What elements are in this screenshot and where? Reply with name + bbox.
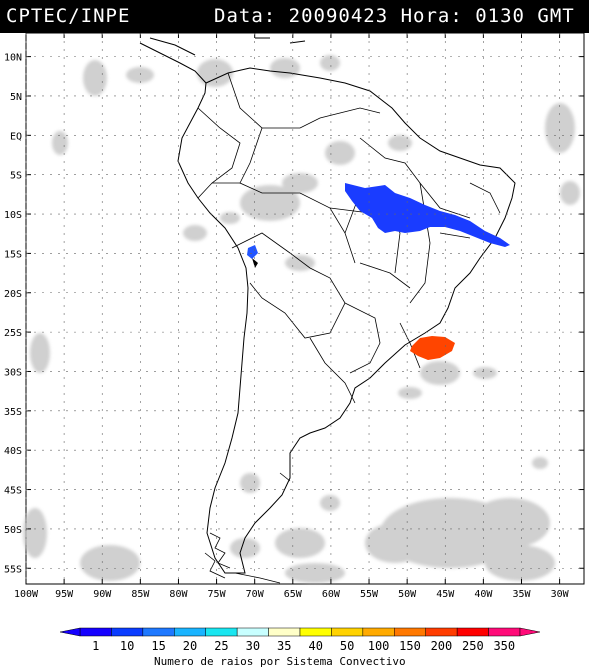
legend-label: 50 (340, 639, 354, 653)
lake-titicaca (252, 258, 258, 268)
lon-tick-label: 40W (474, 589, 493, 600)
lat-tick-label: 50S (4, 525, 22, 536)
map-frame (25, 33, 585, 585)
lon-tick-label: 95W (55, 589, 74, 600)
legend-swatch (205, 627, 238, 637)
lat-tick-label: 5S (10, 171, 22, 182)
lon-tick-label: 100W (14, 589, 39, 600)
lat-tick-label: 10S (4, 210, 22, 221)
lat-tick-label: 25S (4, 328, 22, 339)
legend-label: 10 (120, 639, 134, 653)
legend-swatch (174, 627, 206, 637)
lon-tick-label: 55W (360, 589, 379, 600)
legend-label: 1 (92, 639, 99, 653)
continent-outline (139, 37, 516, 574)
lon-tick-label: 80W (169, 589, 188, 600)
longitude-axis: 100W 95W 90W 85W 80W 75W 70W 65W 60W 55W 50W 45W 40W… (14, 33, 570, 600)
legend-swatch (268, 627, 301, 637)
legend-label: 100 (368, 639, 390, 653)
legend-colorbar: 1 10 15 20 25 30 35 40 50 100 150 200 250 350 (59, 627, 541, 653)
legend-label: 250 (462, 639, 484, 653)
legend-swatch (236, 627, 269, 637)
lon-tick-label: 45W (436, 589, 455, 600)
lat-tick-label: 30S (4, 367, 22, 378)
legend-swatch (299, 627, 332, 637)
legend-label: 350 (493, 639, 515, 653)
legend-swatch (488, 627, 521, 637)
lat-tick-label: EQ (10, 131, 22, 142)
legend-label: 25 (214, 639, 228, 653)
legend-left-arrow (59, 627, 81, 637)
header-bar: CPTEC/INPE Data: 20090423 Hora: 0130 GMT (0, 0, 589, 33)
legend-label: 20 (183, 639, 197, 653)
convective-system-andes (247, 245, 258, 259)
lat-tick-label: 15S (4, 249, 22, 260)
legend-label: 35 (277, 639, 291, 653)
latitude-axis: 10N 5N EQ 5S 10S 15S 20S 25S 30S 35S 40S 45S 50S 55S (4, 53, 584, 575)
legend-swatch (79, 627, 112, 637)
lat-tick-label: 35S (4, 407, 22, 418)
legend-swatch (331, 627, 364, 637)
source-label: CPTEC/INPE (6, 5, 131, 27)
legend-label: 150 (399, 639, 421, 653)
lon-tick-label: 75W (208, 589, 227, 600)
legend-label: 30 (246, 639, 260, 653)
legend-label: 15 (151, 639, 165, 653)
date-time-label: Data: 20090423 Hora: 0130 GMT (214, 5, 575, 27)
legend-swatch (362, 627, 395, 637)
lon-tick-label: 30W (551, 589, 570, 600)
satellite-map: 10N5NEQ5S10S15S20S25S30S35S40S45S50S55S … (4, 33, 585, 600)
convective-system-northeast (345, 183, 510, 247)
lat-tick-label: 55S (4, 564, 22, 575)
legend-swatch (142, 627, 175, 637)
lon-tick-label: 65W (284, 589, 303, 600)
lat-tick-label: 40S (4, 446, 22, 457)
lon-tick-label: 70W (246, 589, 265, 600)
legend-label: 200 (431, 639, 453, 653)
lat-tick-label: 20S (4, 289, 22, 300)
legend-right-arrow (519, 627, 541, 637)
convective-systems (247, 183, 510, 360)
legend-swatch (394, 627, 426, 637)
legend-caption: Numero de raios por Sistema Convectivo (154, 655, 406, 668)
lat-tick-label: 5N (10, 92, 22, 103)
convective-system-south (410, 336, 455, 360)
southern-islands (204, 472, 291, 584)
cloud-cover (23, 55, 580, 583)
lon-tick-label: 50W (398, 589, 417, 600)
legend-label: 40 (308, 639, 322, 653)
lat-tick-label: 45S (4, 486, 22, 497)
lon-tick-label: 90W (93, 589, 112, 600)
legend-swatch (111, 627, 144, 637)
lon-tick-label: 60W (322, 589, 341, 600)
lat-tick-label: 10N (4, 53, 22, 64)
legend-swatch (456, 627, 489, 637)
lon-tick-label: 85W (131, 589, 150, 600)
legend-swatch (425, 627, 458, 637)
lon-tick-label: 35W (512, 589, 531, 600)
